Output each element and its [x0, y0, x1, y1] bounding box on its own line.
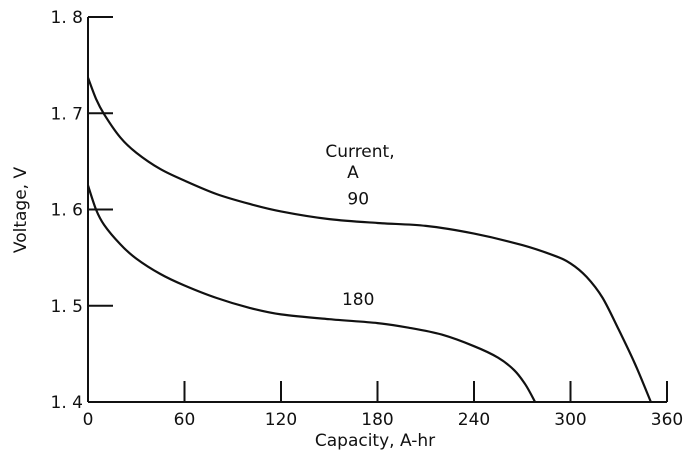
x-tick-label: 60 — [174, 410, 196, 430]
x-axis-ticks: 0 60 120 180 240 300 360 — [83, 381, 683, 430]
x-tick-label: 120 — [265, 410, 297, 430]
series-label-180: 180 — [342, 290, 374, 310]
legend-title-line-2: A — [347, 163, 359, 183]
y-tick-label: 1. 5 — [51, 297, 83, 317]
y-tick-label: 1. 6 — [51, 201, 83, 221]
axes — [87, 17, 667, 403]
x-tick-label: 240 — [458, 410, 490, 430]
y-axis-title: Voltage, V — [11, 167, 31, 254]
legend-title-line-1: Current, — [325, 142, 394, 162]
y-tick-label: 1. 4 — [51, 393, 83, 413]
x-tick-label: 300 — [554, 410, 586, 430]
series-lines — [86, 77, 652, 403]
y-tick-label: 1. 8 — [51, 8, 83, 28]
series-line-180 — [86, 185, 537, 403]
series-label-90: 90 — [347, 190, 369, 210]
series-labels: 90 180 — [342, 190, 374, 310]
y-tick-label: 1. 7 — [51, 104, 83, 124]
x-axis-title: Capacity, A-hr — [315, 431, 435, 451]
x-tick-label: 180 — [361, 410, 393, 430]
x-tick-label: 360 — [651, 410, 683, 430]
y-axis-ticks: 1. 4 1. 5 1. 6 1. 7 1. 8 — [51, 8, 113, 413]
series-line-90 — [86, 77, 652, 403]
x-tick-label: 0 — [83, 410, 94, 430]
